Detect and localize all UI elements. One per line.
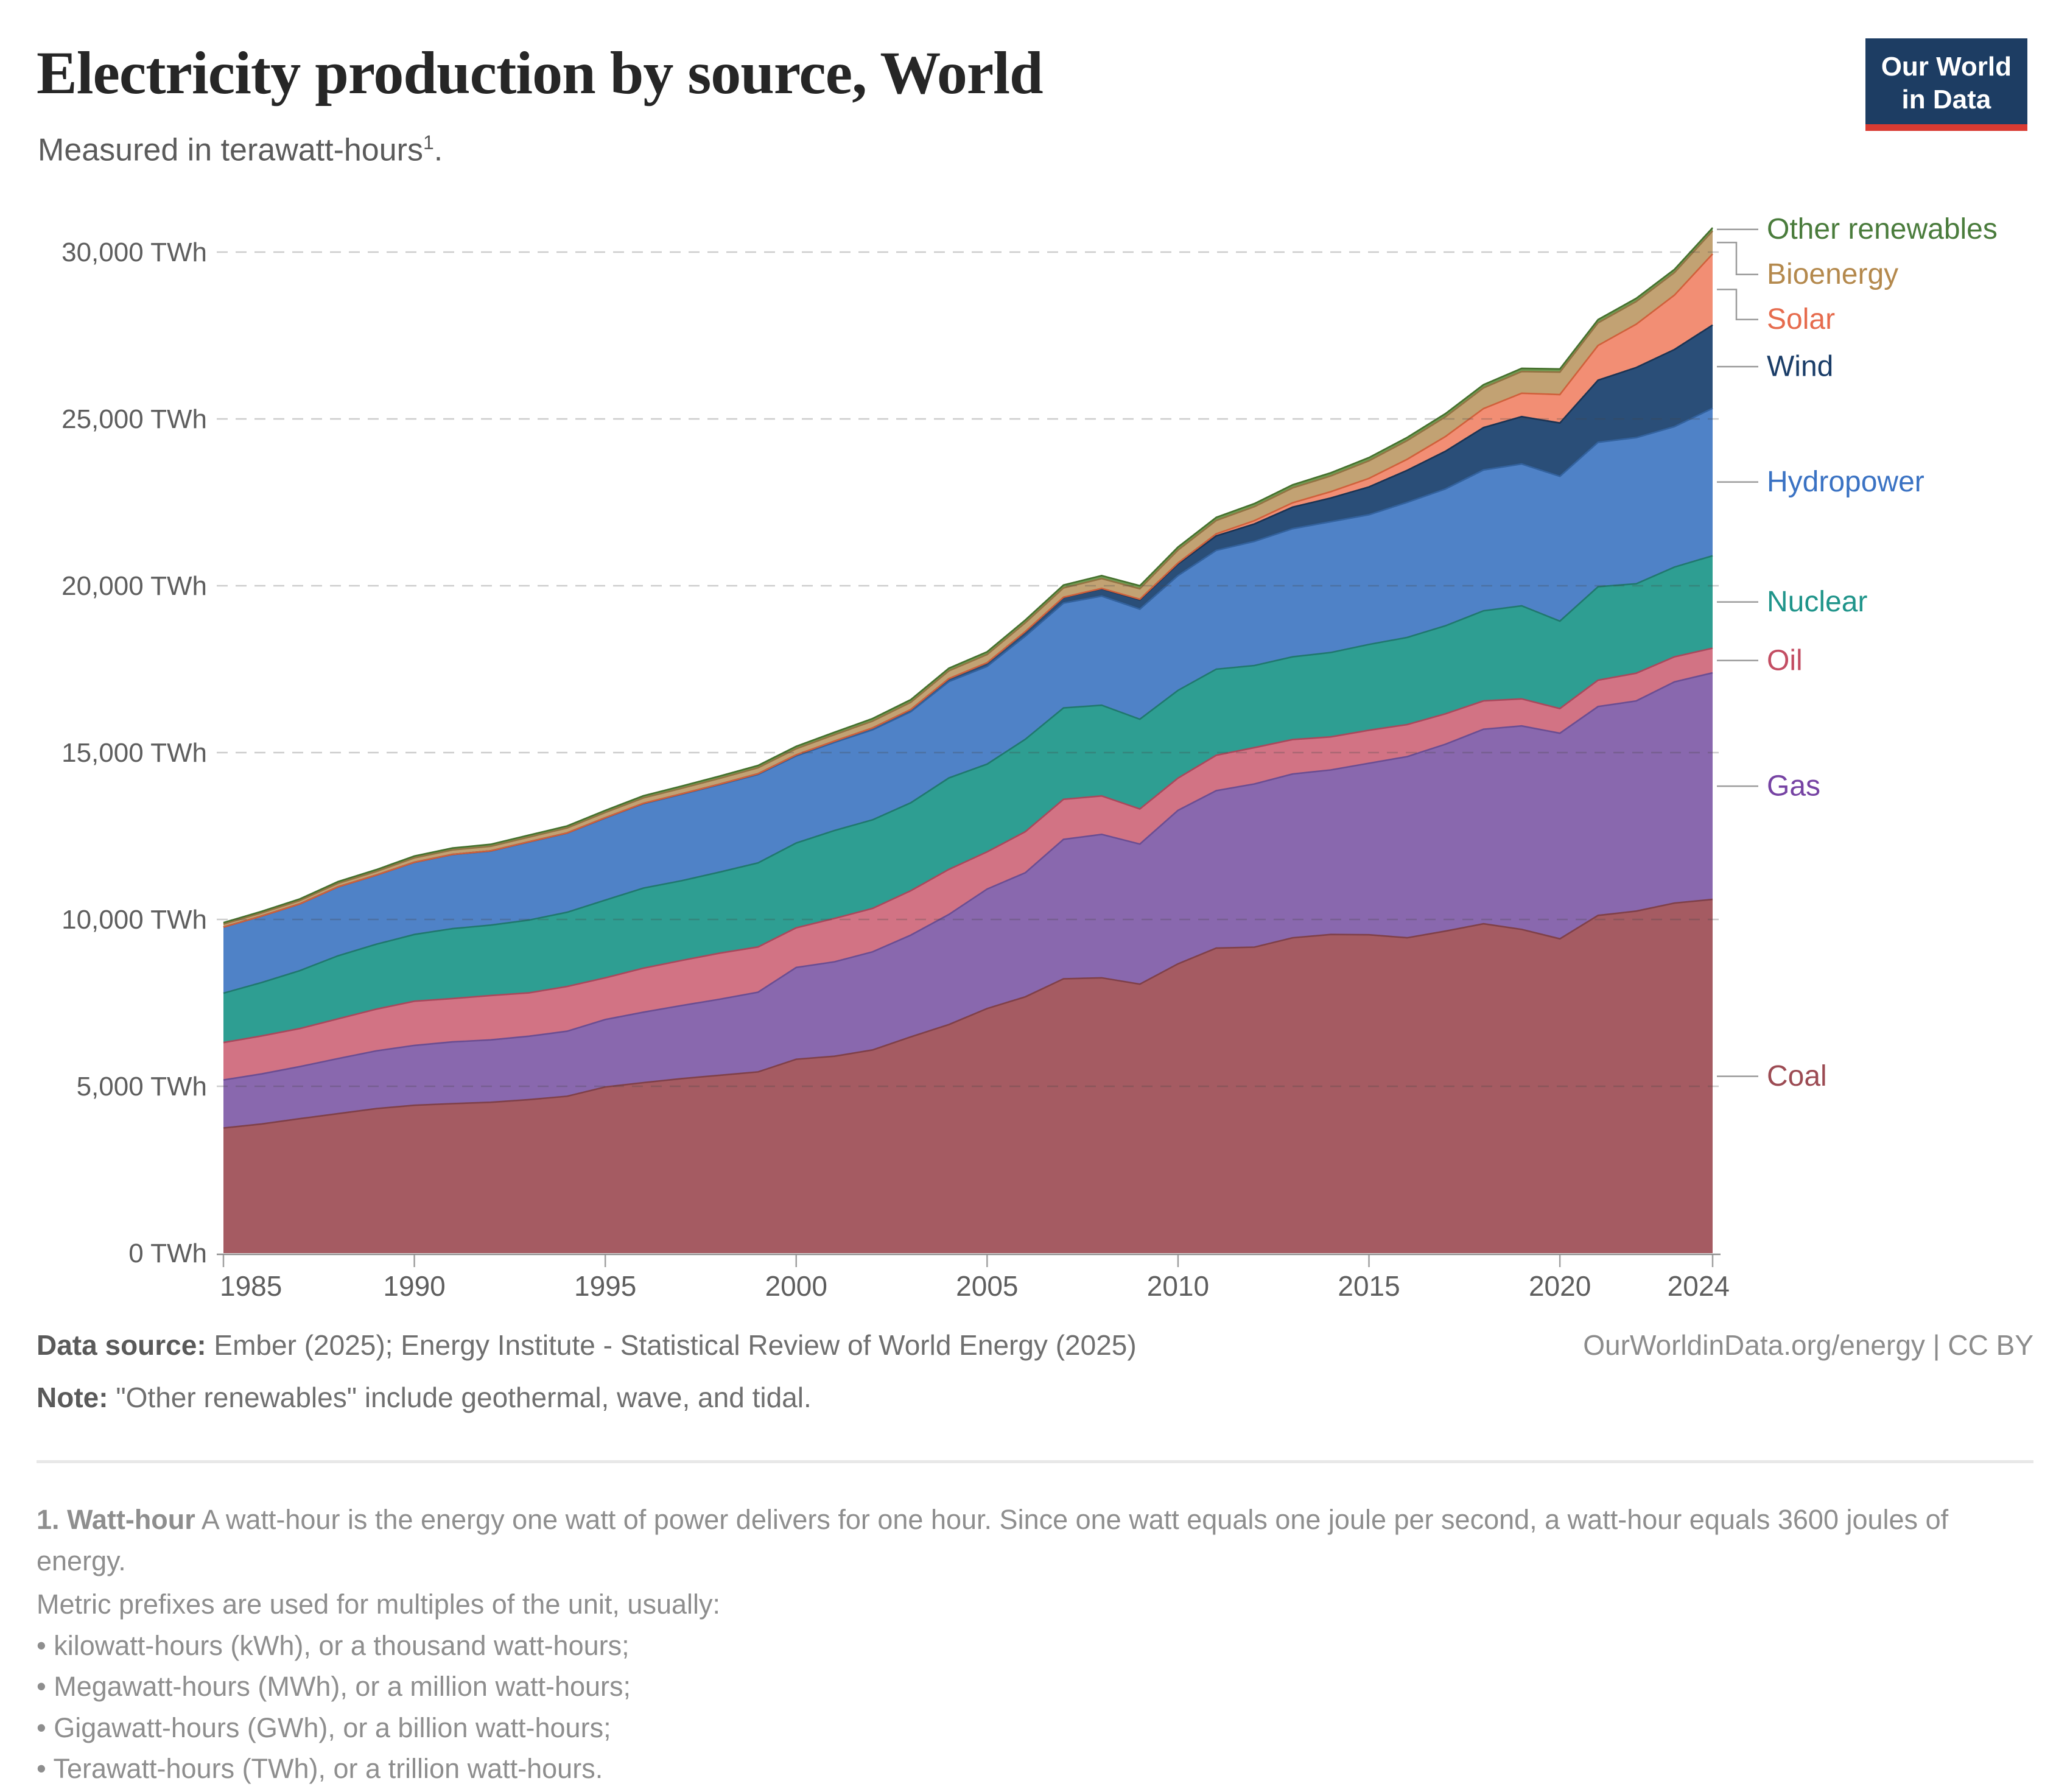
footnote-bullet-kwh: • kilowatt-hours (kWh), or a thousand wa…	[37, 1629, 630, 1661]
area-outline-nuclear	[223, 555, 1713, 994]
footnote-bullet-twh: • Terawatt-hours (TWh), or a trillion wa…	[37, 1753, 603, 1784]
footnote-bullet-gwh: • Gigawatt-hours (GWh), or a billion wat…	[37, 1712, 611, 1743]
area-oil[interactable]	[223, 648, 1713, 1080]
footnote-divider	[37, 1460, 2033, 1463]
legend-label-nuclear[interactable]: Nuclear	[1767, 586, 1867, 618]
owid-logo-line1: Our World	[1881, 52, 2012, 82]
note-text: "Other renewables" include geothermal, w…	[108, 1382, 812, 1413]
subtitle-text: Measured in terawatt-hours	[38, 132, 423, 168]
x-axis-label-2005: 2005	[956, 1270, 1018, 1302]
x-axis-label-2010: 2010	[1147, 1270, 1209, 1302]
page-title: Electricity production by source, World	[37, 39, 1044, 107]
owid-logo[interactable]: Our World in Data	[1865, 38, 2027, 132]
area-nuclear[interactable]	[223, 555, 1713, 1043]
legend-label-solar[interactable]: Solar	[1767, 303, 1835, 336]
subtitle-period: .	[433, 132, 443, 168]
area-outline-oil	[223, 647, 1713, 1044]
area-outline-bioenergy	[223, 230, 1713, 925]
legend-label-hydropower[interactable]: Hydropower	[1767, 466, 1924, 498]
legend-label-oil[interactable]: Oil	[1767, 644, 1803, 676]
y-axis-label-4: 20,000 TWh	[61, 571, 207, 601]
y-axis-label-5: 25,000 TWh	[61, 404, 207, 434]
y-axis-label-3: 15,000 TWh	[61, 738, 207, 768]
legend-label-bioenergy[interactable]: Bioenergy	[1767, 258, 1898, 290]
datasource-text: Ember (2025); Energy Institute - Statist…	[206, 1329, 1137, 1361]
x-axis-label-1985: 1985	[220, 1270, 282, 1302]
area-hydropower[interactable]	[223, 408, 1713, 994]
owid-logo-line2: in Data	[1901, 84, 1991, 114]
footnote-body: A watt-hour is the energy one watt of po…	[37, 1504, 1949, 1576]
y-axis-label-1: 5,000 TWh	[77, 1072, 207, 1102]
y-axis-label-0: 0 TWh	[128, 1239, 207, 1268]
legend-label-wind[interactable]: Wind	[1767, 351, 1833, 383]
area-outline-coal	[223, 898, 1713, 1129]
area-gas[interactable]	[223, 673, 1713, 1128]
footnote-bullet-mwh: • Megawatt-hours (MWh), or a million wat…	[37, 1671, 631, 1702]
x-axis-label-2024: 2024	[1668, 1270, 1730, 1302]
y-axis-label-2: 10,000 TWh	[61, 905, 207, 935]
stacked-area-chart: 0 TWh 5,000 TWh 10,000 TWh 15,000 TWh 20,000…	[61, 213, 1998, 1302]
footnote-marker[interactable]: 1	[423, 132, 434, 153]
footnote-intro: Metric prefixes are used for multiples o…	[37, 1589, 721, 1620]
area-coal[interactable]	[223, 899, 1713, 1253]
footnote-heading: 1. Watt-hour	[37, 1504, 195, 1535]
area-outline-solar	[223, 253, 1713, 928]
legend-connector-solar	[1717, 289, 1758, 320]
datasource-line: Data source: Ember (2025); Energy Instit…	[37, 1329, 2033, 1362]
x-axis-label-2000: 2000	[765, 1270, 827, 1302]
x-axis-label-1990: 1990	[383, 1270, 445, 1302]
area-outline-other-renewables	[223, 227, 1713, 924]
note-label: Note:	[37, 1382, 108, 1413]
license-link[interactable]: OurWorldinData.org/energy | CC BY	[1583, 1329, 2033, 1361]
x-axis-label-2020: 2020	[1529, 1270, 1591, 1302]
legend-connector-bioenergy	[1717, 241, 1758, 275]
x-axis-label-2015: 2015	[1338, 1270, 1400, 1302]
chart-subtitle: Measured in terawatt-hours1.	[38, 132, 443, 168]
footnote-block: 1. Watt-hour A watt-hour is the energy o…	[37, 1499, 1960, 1790]
legend-label-other-renewables[interactable]: Other renewables	[1767, 213, 1998, 245]
y-axis-label-6: 30,000 TWh	[61, 237, 207, 267]
area-outline-gas	[223, 672, 1713, 1081]
legend-label-gas[interactable]: Gas	[1767, 770, 1820, 803]
datasource-label: Data source:	[37, 1329, 206, 1361]
legend-label-coal[interactable]: Coal	[1767, 1060, 1827, 1092]
footnote-definition: 1. Watt-hour A watt-hour is the energy o…	[37, 1499, 1960, 1581]
x-axis-label-1995: 1995	[574, 1270, 636, 1302]
note-line: Note: "Other renewables" include geother…	[37, 1381, 2033, 1414]
